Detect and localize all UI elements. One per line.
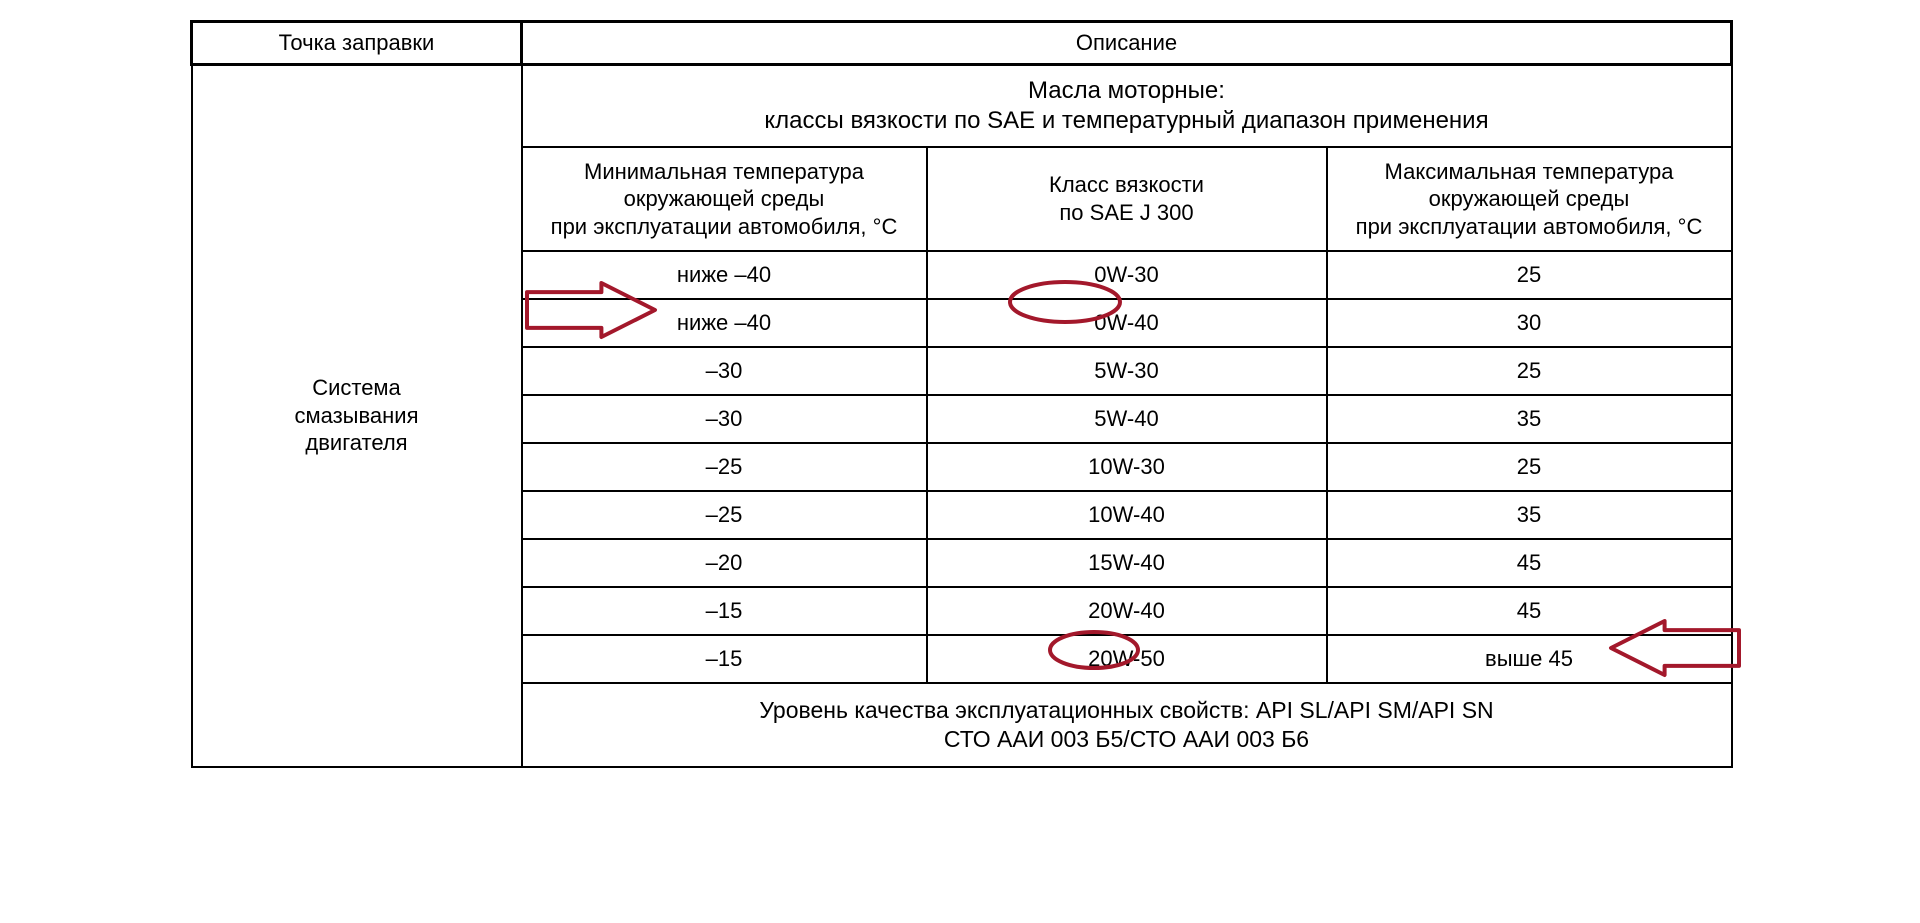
cell-min: –20 (522, 539, 927, 587)
cell-sae: 5W-40 (927, 395, 1327, 443)
subhdr-sae-l2: по SAE J 300 (1059, 200, 1193, 225)
subhdr-min-l1: Минимальная температура (584, 159, 864, 184)
cell-sae: 20W-40 (927, 587, 1327, 635)
cell-min: –25 (522, 443, 927, 491)
cell-sae: 20W-50 (927, 635, 1327, 683)
section-title-line2: классы вязкости по SAE и температурный д… (764, 107, 1488, 134)
cell-max: 25 (1327, 251, 1732, 299)
section-title-row: Система смазывания двигателя Масла мотор… (192, 64, 1732, 147)
cell-min: –15 (522, 587, 927, 635)
cell-max: 25 (1327, 443, 1732, 491)
cell-max: 30 (1327, 299, 1732, 347)
cell-min: –15 (522, 635, 927, 683)
cell-max: выше 45 (1327, 635, 1732, 683)
oil-spec-table: Точка заправки Описание Система смазыван… (190, 20, 1733, 768)
cell-min: ниже –40 (522, 299, 927, 347)
subhdr-sae-l1: Класс вязкости (1049, 172, 1204, 197)
cell-min: –30 (522, 347, 927, 395)
cell-max: 45 (1327, 587, 1732, 635)
cell-sae: 10W-40 (927, 491, 1327, 539)
header-right: Описание (522, 22, 1732, 65)
table-wrap: Точка заправки Описание Система смазыван… (190, 20, 1730, 768)
left-label-line2: смазывания (294, 403, 418, 428)
subhdr-sae: Класс вязкости по SAE J 300 (927, 147, 1327, 252)
cell-sae: 15W-40 (927, 539, 1327, 587)
subhdr-max-l3: при эксплуатации автомобиля, °C (1356, 214, 1703, 239)
left-label-line1: Система (312, 375, 401, 400)
footer-cell: Уровень качества эксплуатационных свойст… (522, 683, 1732, 767)
cell-max: 25 (1327, 347, 1732, 395)
cell-sae: 0W-30 (927, 251, 1327, 299)
cell-sae: 0W-40 (927, 299, 1327, 347)
left-system-label: Система смазывания двигателя (192, 64, 522, 767)
cell-max: 35 (1327, 395, 1732, 443)
header-left: Точка заправки (192, 22, 522, 65)
cell-sae: 5W-30 (927, 347, 1327, 395)
subhdr-min-l2: окружающей среды (624, 186, 825, 211)
subhdr-min-l3: при эксплуатации автомобиля, °C (551, 214, 898, 239)
section-title-line1: Масла моторные: (1028, 77, 1225, 104)
cell-min: ниже –40 (522, 251, 927, 299)
cell-min: –30 (522, 395, 927, 443)
subhdr-max-l2: окружающей среды (1429, 186, 1630, 211)
cell-min: –25 (522, 491, 927, 539)
footer-line2: СТО ААИ 003 Б5/СТО ААИ 003 Б6 (944, 726, 1309, 752)
footer-line1: Уровень качества эксплуатационных свойст… (759, 697, 1493, 723)
subhdr-min: Минимальная температура окружающей среды… (522, 147, 927, 252)
subhdr-max-l1: Максимальная температура (1385, 159, 1674, 184)
subhdr-max: Максимальная температура окружающей сред… (1327, 147, 1732, 252)
cell-max: 45 (1327, 539, 1732, 587)
cell-max: 35 (1327, 491, 1732, 539)
section-title: Масла моторные: классы вязкости по SAE и… (522, 64, 1732, 147)
left-label-line3: двигателя (305, 430, 407, 455)
cell-sae: 10W-30 (927, 443, 1327, 491)
header-row: Точка заправки Описание (192, 22, 1732, 65)
